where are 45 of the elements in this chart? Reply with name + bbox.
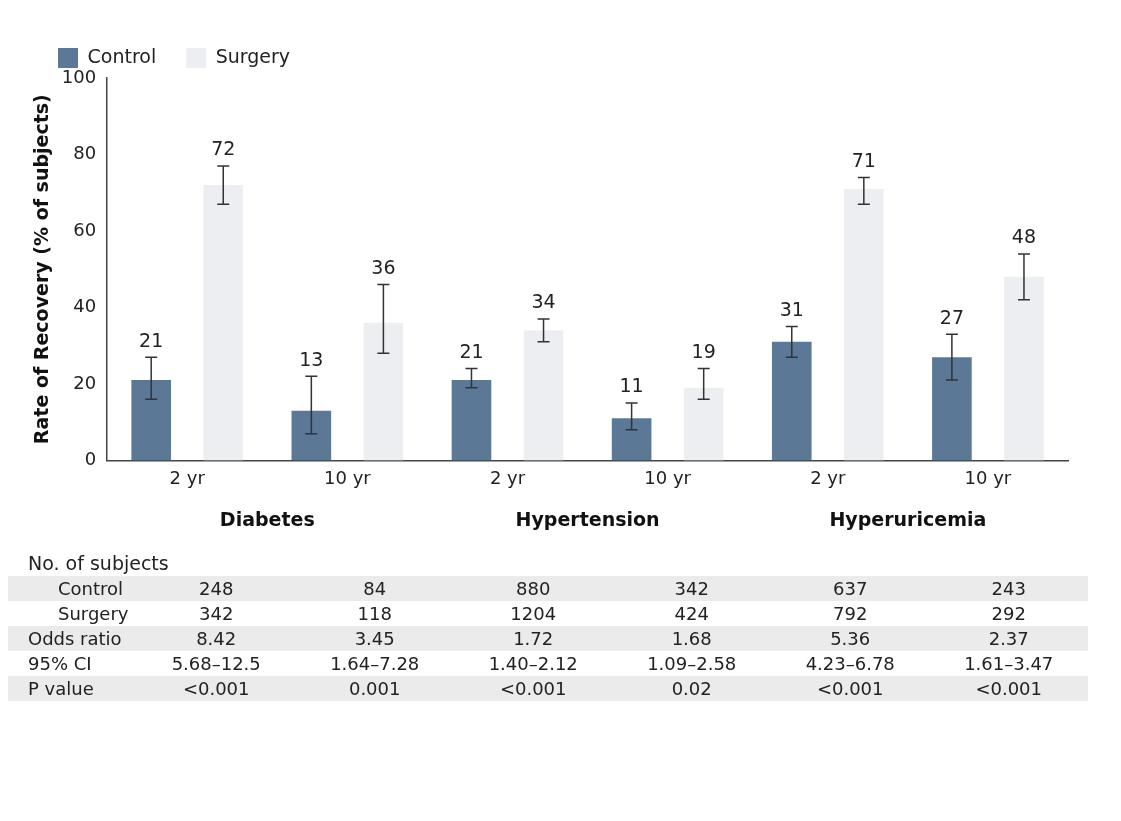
shaded-table-row: Surgery 342 118 1204 424 792 292 <box>8 601 1088 626</box>
x-tick-label: 2 yr <box>810 466 846 488</box>
data-label: 21 <box>459 340 484 363</box>
text: Hypertension <box>515 508 660 531</box>
bar <box>131 380 172 461</box>
x-tick-label: 10 yr <box>644 466 692 488</box>
bar <box>932 357 972 461</box>
data-label: 31 <box>779 298 804 320</box>
legend-label: Surgery <box>215 44 291 67</box>
y-tick-label: 0 <box>84 448 97 470</box>
bar <box>203 185 244 461</box>
data-label: 36 <box>371 255 396 278</box>
bar <box>1004 276 1044 461</box>
data-label: 34 <box>531 290 556 313</box>
bar <box>363 322 404 461</box>
y-tick-label: 20 <box>73 371 97 393</box>
y-tick-label: 80 <box>73 142 97 164</box>
text: No. of subjects <box>27 551 170 574</box>
data-label: 13 <box>299 347 324 370</box>
data-label: 11 <box>619 374 644 397</box>
bar <box>451 380 492 461</box>
x-tick-label: 10 yr <box>964 466 1012 488</box>
data-label: 21 <box>139 328 164 351</box>
y-axis-title: Rate of Recovery (% of subjects) <box>30 94 53 445</box>
y-tick-label: 40 <box>73 295 97 317</box>
data-label: 71 <box>851 148 876 171</box>
data-label: 19 <box>691 340 716 363</box>
data-label: 72 <box>211 137 236 160</box>
bar <box>771 341 812 461</box>
bar <box>523 330 564 461</box>
bar <box>291 410 332 461</box>
text: Hyperuricemia <box>829 508 987 531</box>
x-tick-label: 10 yr <box>324 466 372 488</box>
legend-label: Control <box>87 44 157 67</box>
x-tick-label: 2 yr <box>169 466 206 488</box>
bar <box>683 387 724 461</box>
x-tick-label: 2 yr <box>489 466 526 488</box>
y-tick-label: 60 <box>73 218 97 240</box>
bar <box>611 418 652 461</box>
data-label: 27 <box>939 305 964 328</box>
shaded-table-row: 95% CI 5.68–12.5 1.64–7.28 1.40–2.12 1.09–2.58 4.23–6.78 1.61–3.47 <box>8 651 1088 676</box>
text: Diabetes <box>219 508 315 531</box>
bar <box>844 188 884 461</box>
data-label: 48 <box>1011 225 1037 248</box>
y-tick-label: 100 <box>61 65 97 87</box>
